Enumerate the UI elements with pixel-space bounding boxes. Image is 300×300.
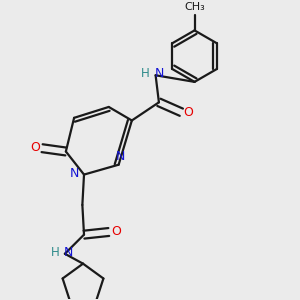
Text: O: O	[30, 141, 40, 154]
Text: O: O	[184, 106, 194, 119]
Text: H: H	[51, 246, 59, 259]
Text: N: N	[155, 67, 164, 80]
Text: N: N	[64, 246, 73, 259]
Text: CH₃: CH₃	[185, 2, 206, 12]
Text: O: O	[111, 225, 121, 238]
Text: N: N	[116, 150, 125, 163]
Text: H: H	[141, 67, 150, 80]
Text: N: N	[69, 167, 79, 180]
